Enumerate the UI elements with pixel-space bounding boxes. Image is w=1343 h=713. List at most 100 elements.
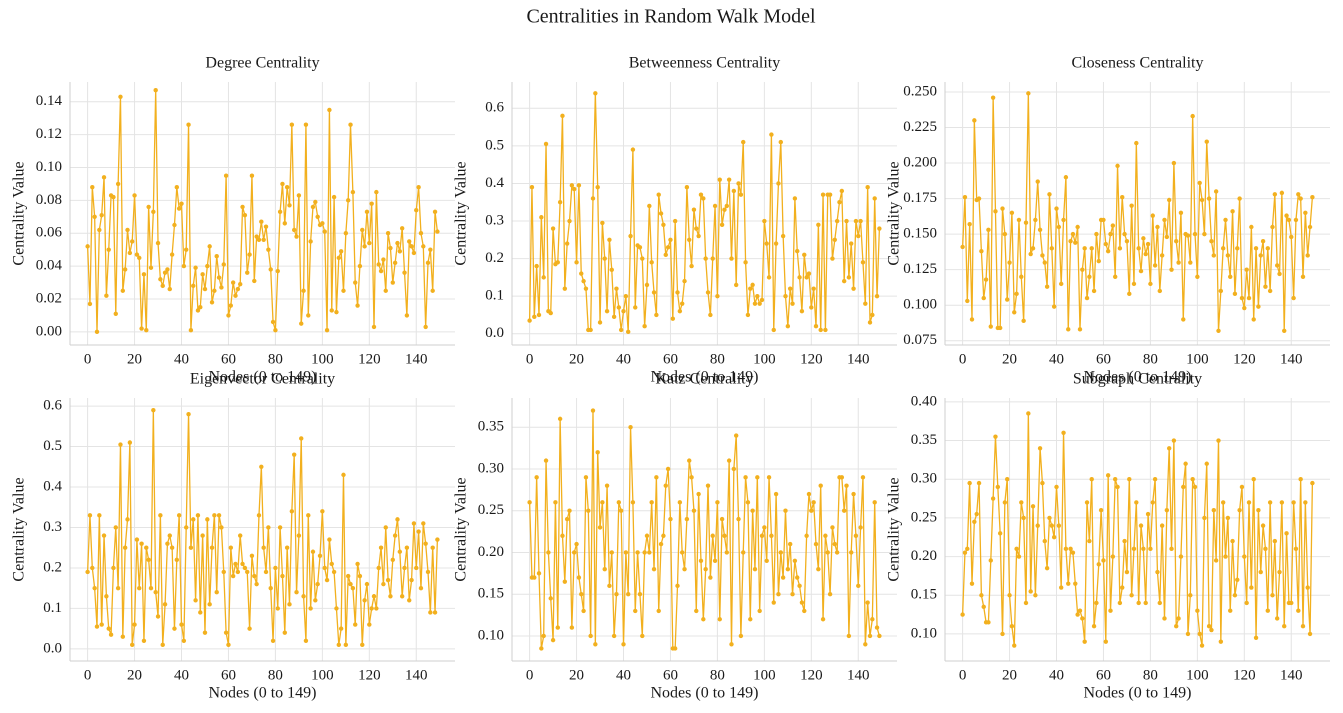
- data-point: [200, 272, 205, 277]
- data-point: [708, 575, 713, 580]
- x-tick-label: 80: [1143, 667, 1158, 683]
- data-point: [663, 252, 668, 258]
- data-point: [249, 553, 255, 558]
- data-point: [1246, 500, 1252, 505]
- data-point: [369, 201, 374, 206]
- data-point: [802, 608, 807, 614]
- series-line: [86, 410, 439, 645]
- data-point: [324, 328, 330, 333]
- data-point: [841, 508, 847, 513]
- data-point: [169, 545, 175, 550]
- data-point: [247, 626, 252, 631]
- y-tick-label: 0.4: [485, 175, 504, 191]
- data-point: [651, 566, 657, 572]
- y-tick-label: 0.10: [911, 625, 937, 641]
- data-point: [993, 209, 998, 214]
- data-point: [787, 541, 793, 547]
- data-point: [130, 239, 135, 244]
- data-point: [1237, 507, 1242, 513]
- data-point: [1134, 140, 1139, 146]
- x-axis-label: Nodes (0 to 149): [651, 685, 759, 702]
- x-tick-label: 20: [127, 667, 142, 683]
- data-point: [113, 311, 118, 316]
- data-point: [1263, 546, 1268, 552]
- data-point: [263, 569, 269, 575]
- data-point: [787, 286, 793, 291]
- data-point: [1176, 260, 1181, 265]
- data-point: [696, 491, 701, 497]
- y-axis-label: Centrality Value: [11, 161, 28, 265]
- data-point: [1267, 288, 1273, 294]
- data-point: [967, 480, 972, 486]
- data-point: [1239, 295, 1245, 301]
- data-point: [986, 620, 991, 625]
- data-point: [1040, 480, 1045, 486]
- data-point: [820, 617, 826, 622]
- data-point: [1218, 639, 1224, 644]
- data-point: [1120, 585, 1125, 590]
- data-point: [360, 642, 365, 648]
- data-point: [687, 237, 692, 242]
- data-point: [649, 500, 654, 505]
- data-point: [813, 324, 819, 329]
- data-point: [176, 513, 182, 518]
- data-point: [423, 324, 428, 330]
- data-point: [125, 517, 130, 522]
- data-point: [99, 212, 104, 218]
- data-point: [841, 278, 847, 284]
- data-point: [743, 475, 748, 480]
- data-point: [1286, 217, 1292, 223]
- data-point: [1030, 504, 1036, 509]
- data-point: [593, 91, 598, 96]
- data-point: [1143, 600, 1148, 606]
- data-point: [1112, 274, 1118, 279]
- data-point: [193, 265, 198, 270]
- data-point: [315, 581, 320, 587]
- data-point: [726, 177, 732, 182]
- data-point: [1094, 231, 1099, 237]
- data-point: [1204, 139, 1209, 144]
- data-point: [1049, 523, 1055, 528]
- data-point: [1310, 480, 1315, 486]
- y-tick-label: 0.5: [43, 438, 62, 454]
- data-point: [97, 513, 102, 518]
- data-point: [1037, 227, 1043, 233]
- data-point: [1148, 281, 1153, 287]
- y-tick-label: 0.20: [911, 548, 937, 564]
- data-point: [557, 200, 563, 205]
- data-point: [795, 575, 800, 580]
- data-point: [1211, 507, 1216, 513]
- data-point: [167, 533, 172, 538]
- y-tick-label: 0.150: [903, 226, 937, 242]
- data-point: [679, 301, 685, 306]
- data-point: [623, 550, 629, 555]
- data-point: [736, 516, 741, 522]
- data-point: [416, 185, 421, 190]
- data-point: [1127, 477, 1132, 482]
- data-point: [684, 516, 690, 522]
- x-tick-label: 140: [405, 351, 428, 367]
- data-point: [141, 638, 147, 643]
- data-point: [689, 263, 694, 269]
- data-point: [1253, 635, 1259, 640]
- data-point: [1012, 643, 1017, 648]
- data-point: [865, 600, 870, 605]
- data-point: [99, 622, 104, 627]
- data-point: [574, 260, 579, 265]
- data-point: [1232, 291, 1238, 297]
- data-point: [576, 575, 582, 580]
- data-point: [755, 475, 760, 480]
- x-tick-label: 60: [1096, 351, 1111, 367]
- data-point: [308, 606, 313, 611]
- data-point: [741, 139, 746, 145]
- data-point: [1183, 461, 1188, 466]
- x-tick-label: 100: [753, 351, 776, 367]
- data-point: [430, 288, 435, 293]
- data-point: [334, 309, 339, 315]
- data-point: [776, 181, 781, 186]
- data-point: [560, 113, 565, 119]
- data-point: [139, 541, 144, 546]
- y-tick-label: 0.175: [903, 190, 937, 206]
- data-point: [539, 215, 544, 220]
- data-point: [284, 185, 290, 190]
